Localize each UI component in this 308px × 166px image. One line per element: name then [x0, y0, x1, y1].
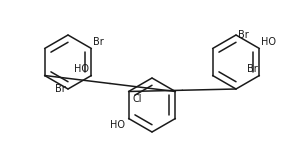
- Text: Br: Br: [238, 30, 249, 40]
- Text: Cl: Cl: [133, 93, 142, 103]
- Text: Br: Br: [93, 37, 104, 46]
- Text: HO: HO: [75, 64, 89, 74]
- Text: Br: Br: [247, 64, 257, 74]
- Text: HO: HO: [110, 121, 125, 130]
- Text: HO: HO: [261, 37, 276, 46]
- Text: Br: Br: [55, 84, 66, 94]
